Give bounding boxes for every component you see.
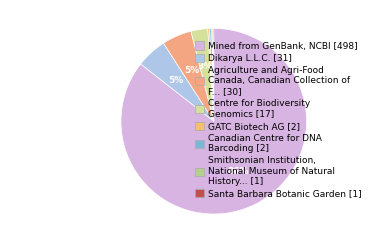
- Wedge shape: [208, 29, 214, 121]
- Wedge shape: [163, 31, 214, 121]
- Wedge shape: [121, 28, 307, 214]
- Wedge shape: [191, 29, 214, 121]
- Wedge shape: [141, 43, 214, 121]
- Text: 5%: 5%: [169, 76, 184, 84]
- Wedge shape: [212, 28, 214, 121]
- Wedge shape: [213, 28, 214, 121]
- Text: 5%: 5%: [184, 66, 199, 75]
- Wedge shape: [210, 28, 214, 121]
- Text: 3%: 3%: [198, 62, 213, 71]
- Legend: Mined from GenBank, NCBI [498], Dikarya L.L.C. [31], Agriculture and Agri-Food
C: Mined from GenBank, NCBI [498], Dikarya …: [195, 42, 362, 198]
- Text: 86%: 86%: [227, 167, 249, 176]
